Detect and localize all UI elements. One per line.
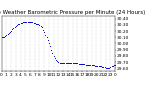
Point (58, 62, 61, 63)
Point (84, 64, 87, 65)
Point (6, 33, 9, 35)
Point (31, 22, 34, 23)
Point (62, 63, 64, 64)
Point (80, 63, 82, 65)
Point (83, 63, 86, 65)
Point (37, 24, 40, 25)
Point (94, 65, 96, 66)
Point (19, 22, 22, 24)
Point (78, 63, 81, 65)
Point (13, 26, 16, 27)
Point (97, 66, 100, 67)
Point (110, 66, 113, 67)
Point (26, 21, 29, 23)
Point (52, 55, 55, 57)
Point (114, 64, 116, 65)
Point (109, 66, 112, 68)
Point (5, 35, 8, 36)
Point (89, 64, 92, 66)
Point (77, 63, 80, 65)
Point (101, 66, 104, 68)
Point (11, 29, 14, 30)
Point (29, 21, 31, 23)
Point (90, 64, 93, 66)
Point (112, 65, 114, 66)
Point (85, 64, 88, 65)
Title: Milwaukee Weather Barometric Pressure per Minute (24 Hours): Milwaukee Weather Barometric Pressure pe… (0, 10, 145, 15)
Point (38, 24, 41, 26)
Point (70, 63, 73, 64)
Point (55, 59, 57, 60)
Point (88, 64, 90, 65)
Point (17, 24, 20, 25)
Point (50, 49, 53, 50)
Point (4, 35, 6, 37)
Point (96, 65, 99, 66)
Point (102, 66, 105, 68)
Point (1, 37, 4, 38)
Point (10, 30, 12, 31)
Point (12, 27, 15, 29)
Point (69, 63, 72, 64)
Point (35, 23, 37, 24)
Point (42, 29, 44, 31)
Point (56, 60, 59, 62)
Point (108, 67, 111, 68)
Point (9, 31, 11, 32)
Point (72, 63, 75, 64)
Point (49, 45, 51, 47)
Point (20, 22, 23, 24)
Point (99, 66, 101, 67)
Point (30, 21, 32, 23)
Point (23, 22, 25, 23)
Point (36, 23, 38, 24)
Point (25, 21, 28, 23)
Point (95, 65, 98, 66)
Point (81, 63, 83, 65)
Point (57, 61, 60, 63)
Point (24, 21, 27, 23)
Point (16, 24, 18, 26)
Point (76, 63, 79, 64)
Point (91, 64, 94, 66)
Point (103, 66, 106, 68)
Point (44, 34, 47, 35)
Point (61, 63, 63, 64)
Point (107, 67, 109, 68)
Point (28, 21, 30, 23)
Point (60, 63, 62, 64)
Point (46, 39, 49, 40)
Point (71, 63, 74, 64)
Point (43, 32, 45, 33)
Point (100, 66, 102, 67)
Point (15, 25, 17, 26)
Point (40, 27, 43, 28)
Point (33, 22, 36, 24)
Point (48, 42, 50, 44)
Point (7, 32, 10, 34)
Point (3, 36, 5, 37)
Point (74, 63, 76, 64)
Point (63, 63, 66, 64)
Point (93, 64, 95, 66)
Point (18, 23, 21, 24)
Point (68, 63, 70, 64)
Point (82, 63, 84, 65)
Point (87, 64, 89, 65)
Point (22, 22, 24, 23)
Point (32, 22, 35, 24)
Point (104, 67, 107, 68)
Point (45, 37, 48, 38)
Point (54, 58, 56, 59)
Point (64, 63, 67, 64)
Point (65, 63, 68, 64)
Point (0, 37, 3, 38)
Point (51, 52, 54, 54)
Point (75, 63, 77, 64)
Point (106, 67, 108, 68)
Point (113, 64, 115, 66)
Point (39, 25, 42, 27)
Point (67, 63, 69, 64)
